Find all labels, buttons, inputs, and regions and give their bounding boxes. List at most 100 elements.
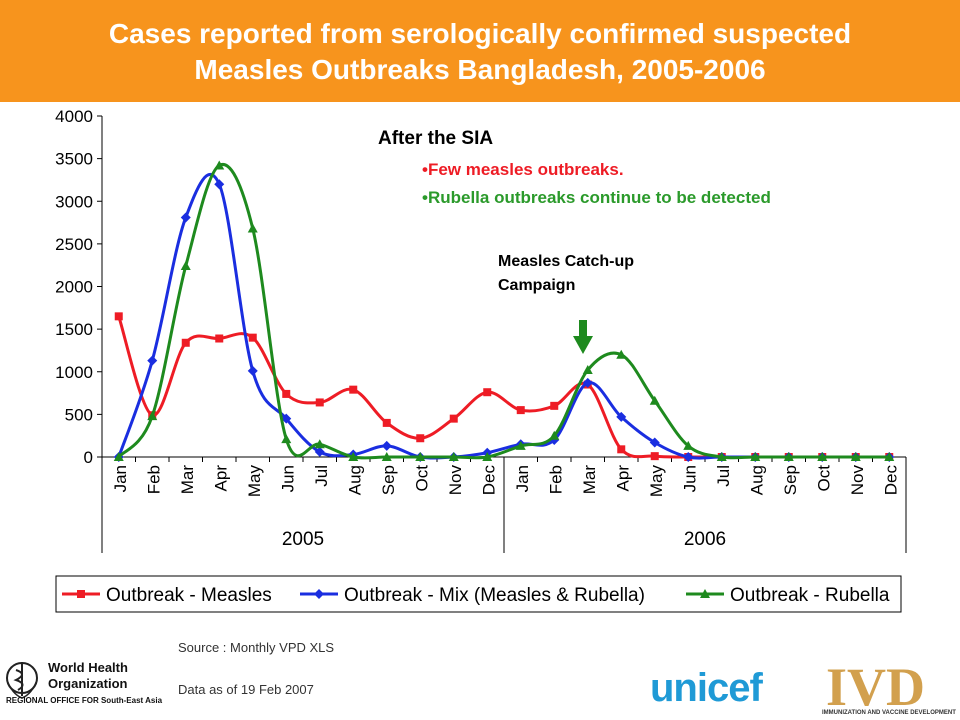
data-point-2 <box>582 377 593 388</box>
data-point-2 <box>649 437 660 448</box>
x-tick-label: Apr <box>211 465 230 492</box>
data-point-3 <box>113 452 124 461</box>
campaign-arrow-icon <box>579 320 587 338</box>
series-line-1 <box>117 315 890 459</box>
title-line-1: Cases reported from serologically confir… <box>108 18 852 49</box>
data-point-1 <box>550 401 559 410</box>
unicef-logo: unicef <box>650 666 763 710</box>
data-point-1 <box>416 434 425 443</box>
y-tick-label: 500 <box>65 405 93 424</box>
data-point-3 <box>616 349 627 359</box>
data-point-3 <box>783 452 794 461</box>
who-region: REGIONAL OFFICE FOR South-East Asia <box>6 696 163 705</box>
ivd-subtitle: IMMUNIZATION AND VACCINE DEVELOPMENT <box>822 710 956 716</box>
data-point-3 <box>415 452 426 461</box>
data-point-2 <box>381 440 392 451</box>
source-note: Source : Monthly VPD XLS <box>178 640 335 655</box>
data-point-2 <box>281 413 292 424</box>
who-name-line-1: World Health <box>48 660 128 675</box>
data-point-2 <box>147 355 158 366</box>
campaign-label-line-2: Campaign <box>498 277 576 294</box>
data-point-3 <box>147 411 158 421</box>
y-tick-label: 0 <box>84 448 93 467</box>
data-point-2 <box>214 179 225 190</box>
x-tick-label: Nov <box>446 465 465 496</box>
page-title: Cases reported from serologically confir… <box>0 16 960 88</box>
x-tick-label: Sep <box>781 465 800 495</box>
data-point-3 <box>683 440 694 450</box>
y-tick-label: 3500 <box>55 150 93 169</box>
series-line-3 <box>117 162 890 460</box>
data-point-1 <box>449 414 458 423</box>
data-point-2 <box>616 411 627 422</box>
y-tick-label: 4000 <box>55 107 93 126</box>
x-tick-label: Sep <box>379 465 398 495</box>
x-tick-label: Dec <box>881 465 900 496</box>
data-point-1 <box>181 338 190 347</box>
x-tick-label: Mar <box>580 465 599 495</box>
data-point-3 <box>448 452 459 461</box>
data-point-1 <box>650 452 659 461</box>
legend-box <box>55 575 902 613</box>
campaign-label-line-1: Measles Catch-up <box>498 253 635 270</box>
data-point-3 <box>582 365 593 375</box>
legend-label: Outbreak - Rubella <box>730 585 890 606</box>
data-point-1 <box>617 445 626 454</box>
x-tick-label: Jun <box>278 465 297 492</box>
data-point-2 <box>683 452 694 462</box>
data-point-1 <box>382 418 391 427</box>
x-tick-label: Jul <box>714 465 733 487</box>
legend-label: Outbreak - Measles <box>106 585 272 606</box>
x-tick-label: Feb <box>144 465 163 494</box>
legend-swatch-marker <box>77 590 85 598</box>
data-point-3 <box>750 452 761 461</box>
data-point-2 <box>180 212 191 223</box>
data-point-3 <box>549 430 560 440</box>
data-point-1 <box>114 312 123 321</box>
x-tick-label: Aug <box>747 465 766 495</box>
y-tick-label: 2500 <box>55 235 93 254</box>
data-point-2 <box>247 365 258 376</box>
sia-bullet-rubella: •Rubella outbreaks continue to be detect… <box>422 188 771 207</box>
data-point-1 <box>215 334 224 343</box>
y-tick-label: 1000 <box>55 363 93 382</box>
x-tick-label: Jul <box>312 465 331 487</box>
y-tick-label: 1500 <box>55 320 93 339</box>
sia-heading: After the SIA <box>378 128 494 149</box>
title-bar <box>0 0 960 102</box>
series-line-2 <box>117 173 890 460</box>
x-tick-label: Oct <box>412 465 431 492</box>
x-tick-label: May <box>647 465 666 498</box>
group-label: 2006 <box>684 529 726 550</box>
data-point-3 <box>817 452 828 461</box>
data-point-3 <box>649 395 660 405</box>
data-point-3 <box>281 434 292 444</box>
data-point-1 <box>516 406 525 415</box>
sia-bullet-measles: •Few measles outbreaks. <box>422 160 624 179</box>
data-point-3 <box>884 452 895 461</box>
x-tick-label: Nov <box>848 465 867 496</box>
x-tick-label: Feb <box>546 465 565 494</box>
x-tick-label: Jan <box>111 465 130 492</box>
title-line-2: Measles Outbreaks Bangladesh, 2005-2006 <box>194 54 766 85</box>
x-tick-label: Mar <box>178 465 197 495</box>
x-tick-label: Apr <box>613 465 632 492</box>
data-point-3 <box>716 452 727 461</box>
data-date-note: Data as of 19 Feb 2007 <box>178 682 314 697</box>
data-point-3 <box>348 452 359 461</box>
legend-swatch-marker <box>314 589 324 599</box>
x-tick-label: Aug <box>345 465 364 495</box>
x-tick-label: Jun <box>680 465 699 492</box>
data-point-1 <box>483 388 492 397</box>
data-point-1 <box>315 398 324 407</box>
x-tick-label: Dec <box>479 465 498 496</box>
campaign-arrow-head-icon <box>573 336 593 354</box>
data-point-1 <box>349 385 358 394</box>
y-tick-label: 3000 <box>55 192 93 211</box>
legend-label: Outbreak - Mix (Measles & Rubella) <box>344 585 645 606</box>
campaign-label: Measles Catch-up Campaign <box>498 250 634 298</box>
who-logo: World Health Organization REGIONAL OFFIC… <box>4 658 162 718</box>
data-point-3 <box>850 452 861 461</box>
data-point-3 <box>180 261 191 271</box>
data-point-1 <box>282 389 291 398</box>
